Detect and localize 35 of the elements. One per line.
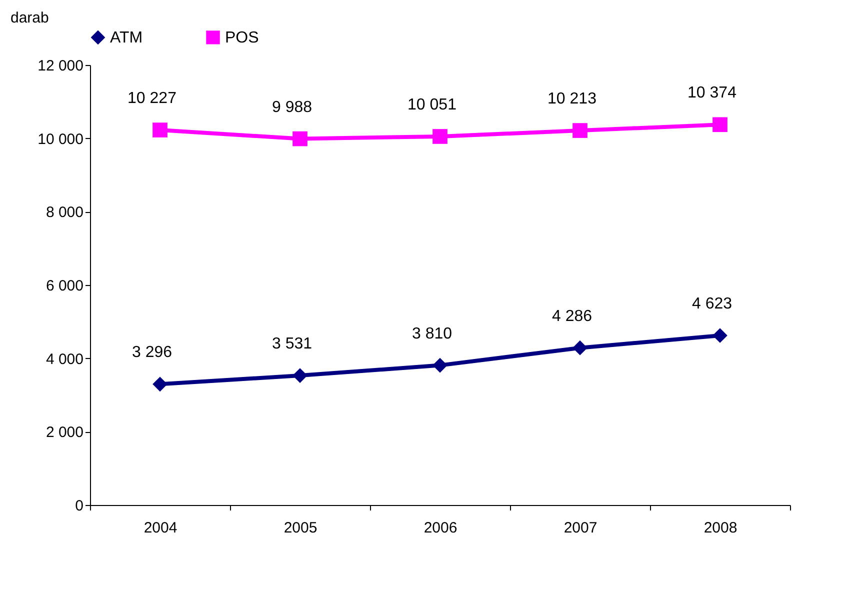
x-tick-label: 2005 [284,520,318,536]
point [432,358,448,373]
y-tick-label: 8 000 [46,204,84,222]
y-axis-title: darab [10,10,49,26]
y-tick-label: 0 [75,498,84,514]
x-tick-label: 2004 [144,520,178,536]
point [572,340,588,356]
data-label: 9 988 [272,98,312,116]
x-tick-label: 2006 [424,520,458,536]
point [432,129,448,144]
point [152,376,168,392]
y-tick-label: 12 000 [38,58,84,74]
data-label: 10 374 [688,84,737,102]
data-label: 10 051 [408,96,457,114]
point [712,117,728,132]
data-label: 3 531 [272,336,312,353]
data-label: 10 227 [128,90,177,108]
x-tick-label: 2007 [564,520,598,536]
point [572,123,588,138]
y-tick-label: 2 000 [46,424,84,442]
y-tick-label: 10 000 [38,130,84,148]
data-label: 4 623 [692,295,732,312]
data-label: 3 296 [132,344,172,362]
y-tick-label: 4 000 [46,350,84,368]
point [152,122,168,138]
point [712,328,728,343]
y-tick-label: 6 000 [46,278,84,294]
x-tick-label: 2008 [704,520,738,536]
data-label: 3 810 [412,325,452,342]
data-label: 4 286 [552,308,592,325]
legend-label: ATM [110,29,143,46]
point [292,131,308,146]
data-label: 10 213 [548,90,597,108]
legend-label: POS [225,29,259,46]
point [292,368,308,383]
